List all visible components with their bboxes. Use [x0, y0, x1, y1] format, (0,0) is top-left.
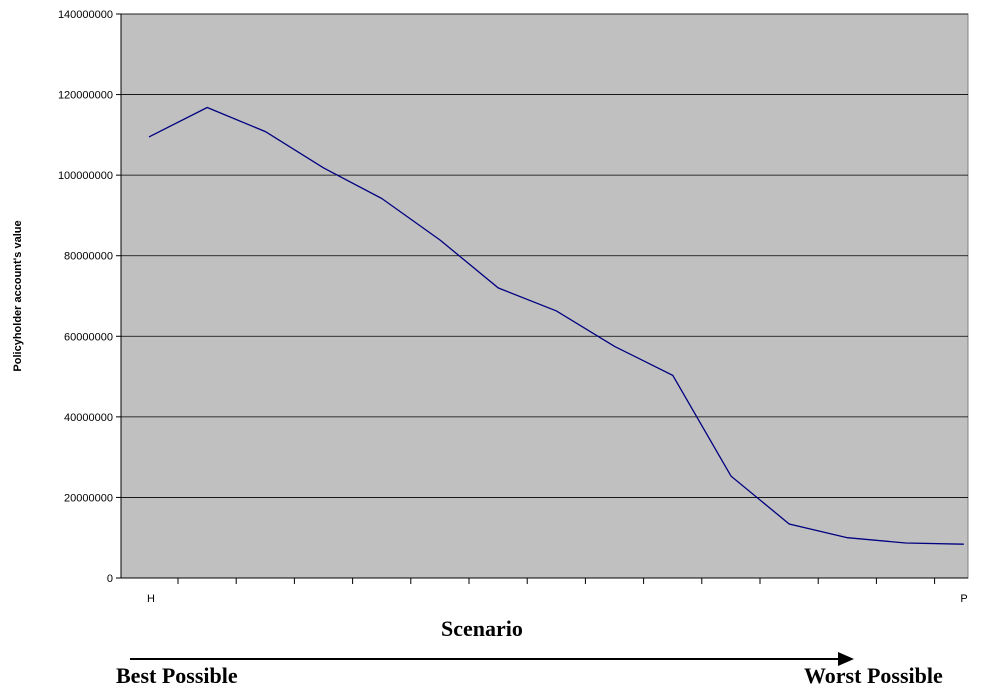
y-tick-label: 60000000	[64, 331, 113, 343]
y-tick-label: 20000000	[64, 492, 113, 504]
y-tick-label: 40000000	[64, 412, 113, 424]
plot-area	[120, 13, 969, 579]
category-label-first: H	[147, 593, 155, 605]
direction-arrow-head-icon	[838, 652, 854, 666]
category-label-last: P	[960, 593, 967, 605]
best-possible-label: Best Possible	[116, 663, 238, 688]
direction-arrow-line	[130, 658, 840, 660]
x-axis-ticks	[177, 578, 936, 584]
y-tick-label: 140000000	[58, 9, 113, 21]
series-line	[148, 106, 964, 545]
x-axis-title: Scenario	[441, 616, 523, 641]
y-tick-label: 120000000	[58, 90, 113, 102]
y-tick-label: 80000000	[64, 251, 113, 263]
y-axis-ticks: 0 20000000 40000000 60000000 80000000 1000000…	[58, 9, 121, 585]
y-axis-title: Policyholder account's value	[12, 220, 24, 371]
worst-possible-label: Worst Possible	[804, 663, 943, 688]
y-tick-label: 100000000	[58, 170, 113, 182]
gridlines	[121, 13, 968, 498]
y-tick-label: 0	[107, 573, 113, 585]
